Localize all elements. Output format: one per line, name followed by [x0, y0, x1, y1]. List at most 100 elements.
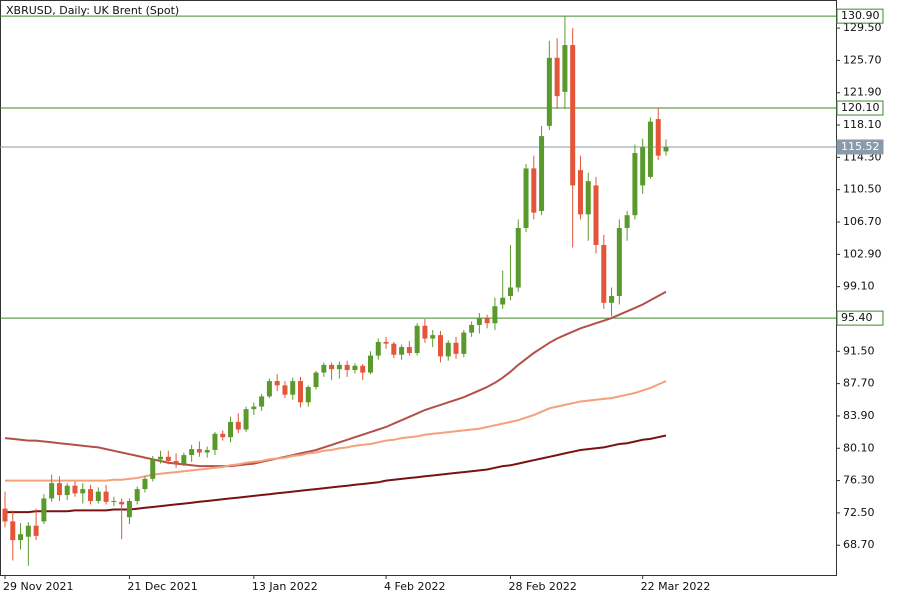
- candle-body: [181, 455, 187, 464]
- candle-body: [321, 364, 327, 373]
- candle-body: [391, 343, 397, 355]
- ma-line: [5, 434, 667, 514]
- y-tick-label: 80.10: [843, 441, 875, 454]
- y-tick-label: 91.50: [843, 344, 875, 357]
- candle-body: [243, 409, 249, 430]
- candle-body: [609, 296, 615, 303]
- candle-body: [56, 483, 62, 496]
- candle-body: [437, 335, 443, 357]
- candle-body: [266, 381, 272, 397]
- candle-body: [570, 45, 576, 186]
- candle-body: [422, 325, 428, 339]
- x-tick-label: 22 Mar 2022: [641, 580, 711, 593]
- candle-body: [414, 325, 420, 353]
- candle-body: [134, 489, 140, 501]
- candle-body: [562, 45, 568, 92]
- y-tick-label: 87.70: [843, 377, 875, 390]
- candle-body: [344, 364, 350, 371]
- candle-body: [399, 347, 405, 355]
- x-tick-label: 4 Feb 2022: [384, 580, 445, 593]
- candle-body: [235, 421, 241, 430]
- candle-body: [274, 381, 280, 386]
- y-tick-label: 72.50: [843, 506, 875, 519]
- y-tick-label: 102.90: [843, 247, 882, 260]
- level-label: 95.40: [841, 311, 873, 324]
- candle-body: [33, 525, 39, 536]
- candle-body: [228, 421, 234, 438]
- candle-body: [18, 534, 24, 541]
- candle-body: [259, 396, 265, 407]
- candle-body: [150, 459, 156, 479]
- candle-body: [655, 119, 661, 156]
- candle-body: [313, 372, 319, 388]
- candle-body: [601, 244, 607, 303]
- y-tick-label: 76.30: [843, 474, 875, 487]
- candle-body: [298, 381, 304, 403]
- candle-body: [49, 483, 55, 499]
- y-tick-label: 121.90: [843, 86, 882, 99]
- candle-body: [546, 57, 552, 126]
- candle-body: [531, 168, 537, 213]
- candle-body: [430, 335, 436, 339]
- candle-body: [624, 215, 630, 228]
- candle-body: [126, 500, 132, 518]
- candle-body: [329, 364, 335, 370]
- x-tick-label: 21 Dec 2021: [127, 580, 197, 593]
- y-tick-label: 129.50: [843, 21, 882, 34]
- candle-body: [212, 433, 218, 450]
- y-tick-label: 99.10: [843, 280, 875, 293]
- candle-body: [119, 501, 125, 505]
- candle-body: [282, 385, 288, 395]
- candle-body: [647, 121, 653, 177]
- candle-body: [585, 181, 591, 215]
- ma-line: [4, 290, 667, 468]
- candle-body: [173, 461, 179, 464]
- level-box: [836, 310, 884, 326]
- candle-body: [492, 306, 498, 324]
- level-box: [836, 100, 884, 116]
- candle-body: [367, 355, 373, 373]
- candle-body: [142, 478, 148, 490]
- candle-body: [111, 500, 117, 502]
- y-tick-label: 110.50: [843, 183, 882, 196]
- candle-body: [469, 324, 475, 333]
- candle-body: [290, 381, 296, 395]
- candle-body: [196, 449, 202, 453]
- candle-body: [336, 364, 342, 370]
- level-box: [836, 139, 884, 155]
- candle-body: [375, 341, 381, 356]
- candle-body: [360, 365, 366, 373]
- candle-body: [523, 168, 529, 228]
- candle-body: [95, 491, 101, 501]
- candle-body: [632, 153, 638, 216]
- candle-body: [72, 485, 78, 494]
- candle-body: [445, 342, 451, 357]
- y-tick-label: 125.70: [843, 53, 882, 66]
- level-label: 130.90: [841, 9, 880, 22]
- candle-body: [507, 287, 513, 297]
- level-label: 115.52: [841, 140, 880, 153]
- candle-body: [640, 147, 646, 186]
- x-tick-label: 29 Nov 2021: [3, 580, 73, 593]
- candle-body: [406, 347, 412, 353]
- candle-body: [663, 146, 669, 152]
- candle-body: [515, 227, 521, 288]
- level-box: [836, 8, 884, 24]
- chart-title: XBRUSD, Daily: UK Brent (Spot): [6, 4, 179, 17]
- candle-body: [88, 489, 94, 501]
- candle-body: [554, 57, 560, 97]
- ma-line: [5, 380, 667, 482]
- candle-body: [2, 508, 8, 522]
- y-tick-label: 68.70: [843, 538, 875, 551]
- candle-body: [251, 406, 257, 410]
- candle-body: [103, 491, 109, 502]
- candle-body: [616, 227, 622, 297]
- candle-body: [453, 342, 459, 354]
- candle-body: [539, 136, 545, 211]
- candle-body: [25, 525, 31, 537]
- plot-frame: [0, 0, 837, 576]
- candle-body: [204, 449, 210, 453]
- x-tick-label: 28 Feb 2022: [508, 580, 576, 593]
